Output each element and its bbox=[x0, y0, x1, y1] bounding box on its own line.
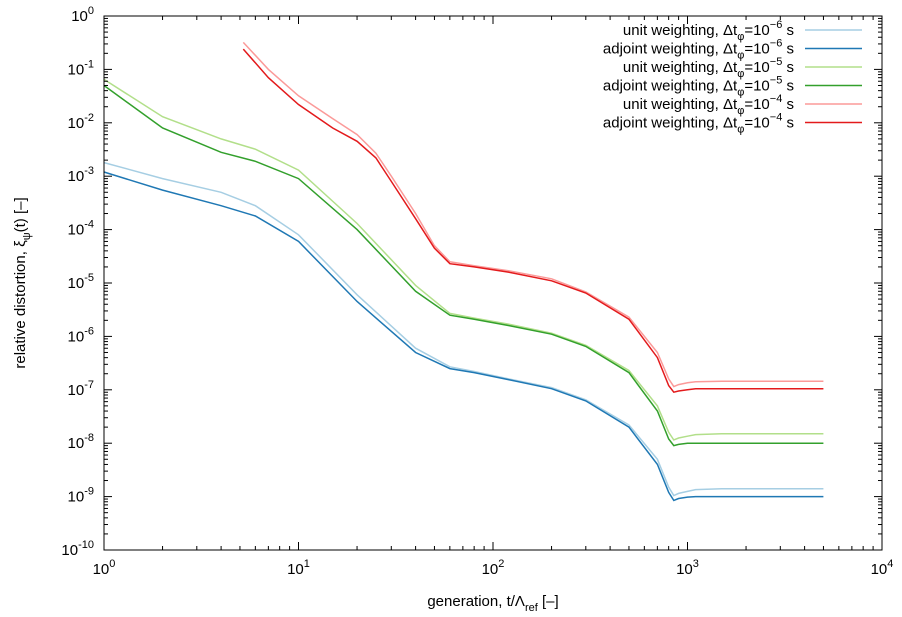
legend-entry-3: unit weighting, Δtφ=10−5 s bbox=[623, 56, 794, 80]
y-tick-label: 10-6 bbox=[68, 325, 94, 345]
series-line-4 bbox=[103, 84, 824, 447]
y-tick-label: 10-8 bbox=[68, 432, 94, 452]
x-tick-label: 100 bbox=[93, 558, 116, 578]
y-tick-label: 10-7 bbox=[68, 379, 94, 399]
y-tick-label: 10-1 bbox=[68, 58, 94, 78]
series-line-3 bbox=[103, 78, 824, 441]
series-layer bbox=[103, 41, 824, 502]
x-axis-label: generation, t/Λref [–] bbox=[427, 593, 558, 614]
legend-entry-4: adjoint weighting, Δtφ=10−5 s bbox=[603, 75, 794, 99]
legend-entry-6: adjoint weighting, Δtφ=10−4 s bbox=[603, 112, 794, 136]
legend-entry-2: adjoint weighting, Δtφ=10−6 s bbox=[603, 38, 794, 62]
y-tick-label: 100 bbox=[71, 5, 94, 25]
y-tick-label: 10-9 bbox=[68, 486, 94, 506]
legend-entry-5: unit weighting, Δtφ=10−4 s bbox=[623, 93, 794, 117]
y-tick-label: 10-3 bbox=[68, 165, 94, 185]
series-line-2 bbox=[103, 171, 824, 502]
y-tick-label: 10-5 bbox=[68, 272, 94, 292]
x-tick-label: 102 bbox=[482, 558, 505, 578]
x-tick-label: 104 bbox=[871, 558, 894, 578]
series-line-6 bbox=[242, 48, 824, 394]
y-tick-label: 10-2 bbox=[68, 112, 94, 132]
y-tick-label: 10-10 bbox=[61, 539, 94, 559]
series-line-5 bbox=[242, 41, 824, 388]
series-line-1 bbox=[103, 161, 824, 497]
legend-entry-1: unit weighting, Δtφ=10−6 s bbox=[623, 19, 794, 43]
x-tick-label: 103 bbox=[676, 558, 699, 578]
x-tick-label: 101 bbox=[287, 558, 310, 578]
y-axis-label: relative distortion, ξψ(t) [–] bbox=[12, 197, 33, 368]
y-tick-label: 10-4 bbox=[68, 219, 94, 239]
tick-layer: 100 101 102 103 104 100 10-1 10-2 10-3 10-4 10-5 10… bbox=[61, 5, 893, 578]
